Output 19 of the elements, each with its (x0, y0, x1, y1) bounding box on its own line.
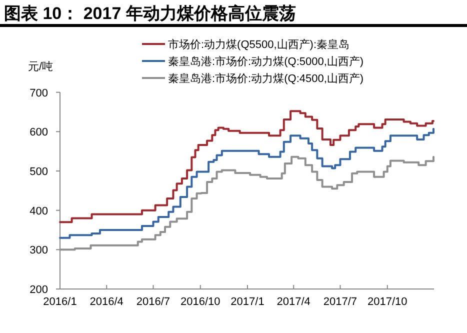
x-tick-label: 2017/7 (323, 296, 358, 308)
y-tick-label: 600 (30, 126, 48, 139)
x-tick-label: 2016/4 (90, 296, 124, 308)
y-axis-title: 元/吨 (28, 60, 54, 73)
legend-label: 秦皇岛港:市场价:动力煤(Q:4500,山西产) (168, 72, 364, 85)
x-tick-label: 2016/10 (180, 296, 220, 308)
legend-label: 秦皇岛港:市场价:动力煤(Q:5000,山西产) (168, 55, 364, 68)
x-tick-label: 2016/1 (43, 296, 77, 308)
y-tick-label: 400 (30, 205, 48, 218)
y-tick-label: 300 (30, 244, 48, 257)
x-tick-label: 2017/1 (230, 296, 264, 308)
x-tick-label: 2017/10 (367, 296, 408, 308)
x-tick-label: 2017/4 (276, 296, 310, 308)
x-tick-label: 2016/7 (136, 296, 170, 308)
chart-title: 图表 10： 2017 年动力煤价格高位震荡 (4, 4, 296, 23)
y-tick-label: 500 (30, 166, 48, 178)
y-tick-label: 700 (30, 87, 48, 100)
y-tick-label: 200 (30, 284, 48, 296)
legend-label: 市场价:动力煤(Q5500,山西产):秦皇岛 (168, 38, 350, 51)
